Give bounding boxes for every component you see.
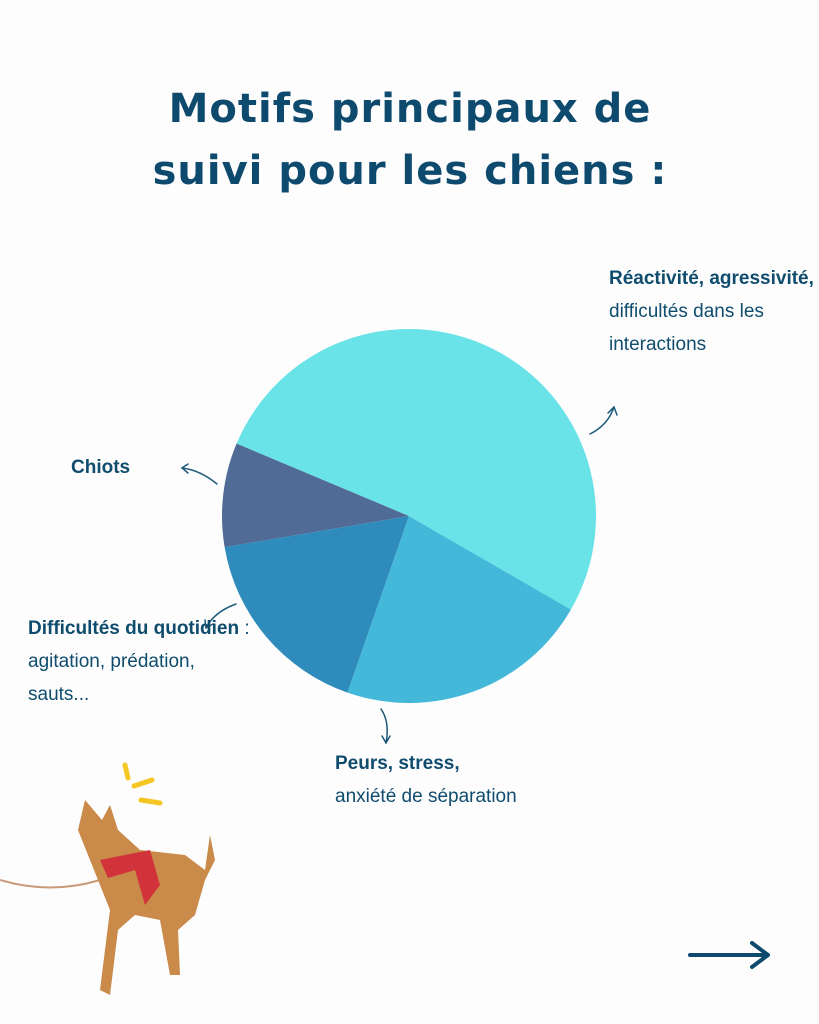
- pointer-arrows: [180, 405, 618, 745]
- pie-slice: [347, 516, 571, 704]
- label-detail: difficultés dans les interactions: [609, 301, 764, 355]
- label-bold: Réactivité, agressivité,: [609, 268, 814, 289]
- slice-label: Peurs, stress, anxiété de séparation: [335, 747, 595, 813]
- sparkle: [122, 762, 163, 806]
- label-bold: Chiots: [71, 457, 131, 478]
- chart-title: Motifs principaux de suivi pour les chie…: [152, 86, 668, 194]
- slice-label: Difficultés du quotidien : agitation, pr…: [28, 612, 260, 711]
- slice-label: Réactivité, agressivité, difficultés dans…: [609, 262, 819, 361]
- label-detail: anxiété de séparation: [335, 786, 517, 807]
- slice-label: Chiots: [71, 451, 191, 484]
- pie-slice: [224, 516, 409, 693]
- pie-slice: [236, 329, 596, 610]
- label-bold: Peurs, stress,: [335, 753, 460, 774]
- label-bold: Difficultés du quotidien: [28, 618, 240, 639]
- dog-illustration: [0, 800, 215, 995]
- next-arrow: [688, 941, 770, 969]
- label-detail: : agitation, prédation, sauts...: [28, 618, 250, 705]
- pie-slice: [221, 443, 409, 548]
